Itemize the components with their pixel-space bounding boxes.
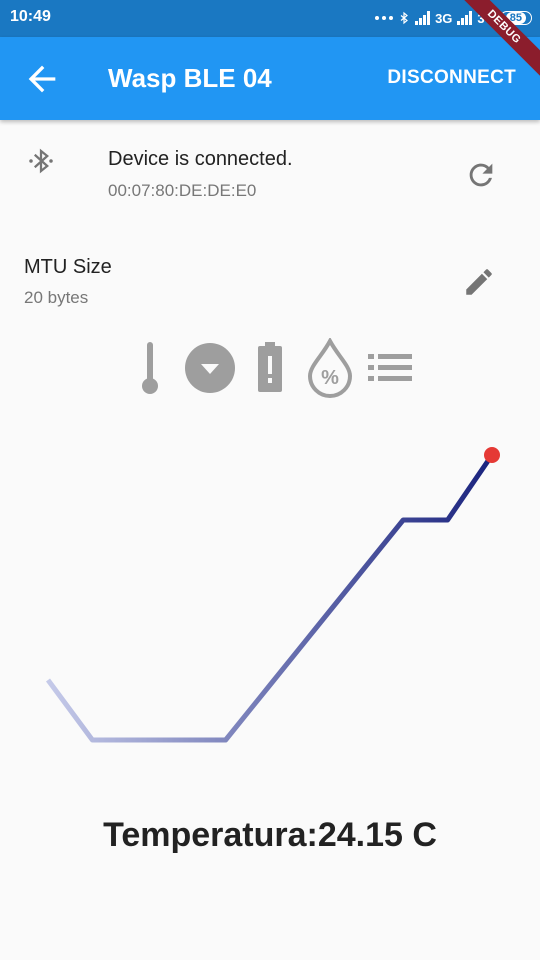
bluetooth-connected-icon bbox=[26, 146, 56, 176]
back-arrow-icon[interactable] bbox=[22, 59, 62, 99]
temperature-series-line bbox=[48, 455, 492, 740]
network-type-1: 3G bbox=[435, 11, 452, 26]
status-icons: 3G 3G 85 bbox=[375, 8, 532, 28]
edit-pencil-icon[interactable] bbox=[462, 265, 496, 299]
signal-icon-2 bbox=[457, 11, 472, 25]
mtu-size-label: MTU Size bbox=[24, 256, 112, 279]
bluetooth-status-icon bbox=[398, 10, 410, 26]
network-type-2: 3G bbox=[477, 11, 494, 26]
thermometer-icon[interactable] bbox=[138, 340, 162, 396]
battery-icon: 85 bbox=[500, 11, 532, 25]
sensor-icons-row: % bbox=[0, 338, 540, 398]
more-dots-icon bbox=[375, 16, 393, 20]
svg-text:%: % bbox=[321, 367, 339, 389]
status-time: 10:49 bbox=[10, 8, 51, 26]
refresh-icon[interactable] bbox=[464, 158, 498, 192]
device-status-text: Device is connected. bbox=[108, 148, 293, 171]
app-bar: Wasp BLE 04 DISCONNECT bbox=[0, 37, 540, 120]
battery-alert-icon[interactable] bbox=[256, 340, 284, 396]
mtu-size-value: 20 bytes bbox=[24, 288, 88, 308]
humidity-percent-icon[interactable]: % bbox=[306, 338, 354, 398]
temperature-reading: Temperatura:24.15 C bbox=[0, 816, 540, 855]
device-mac-address: 00:07:80:DE:DE:E0 bbox=[108, 181, 256, 201]
disconnect-button[interactable]: DISCONNECT bbox=[387, 67, 516, 89]
latest-point-marker bbox=[484, 447, 500, 463]
dropdown-circle-icon[interactable] bbox=[184, 342, 236, 394]
temperature-chart bbox=[0, 420, 540, 810]
signal-icon bbox=[415, 11, 430, 25]
list-icon[interactable] bbox=[366, 352, 414, 384]
status-bar: 10:49 3G 3G 85 bbox=[0, 0, 540, 37]
page-title: Wasp BLE 04 bbox=[108, 63, 272, 94]
battery-level: 85 bbox=[506, 12, 526, 24]
